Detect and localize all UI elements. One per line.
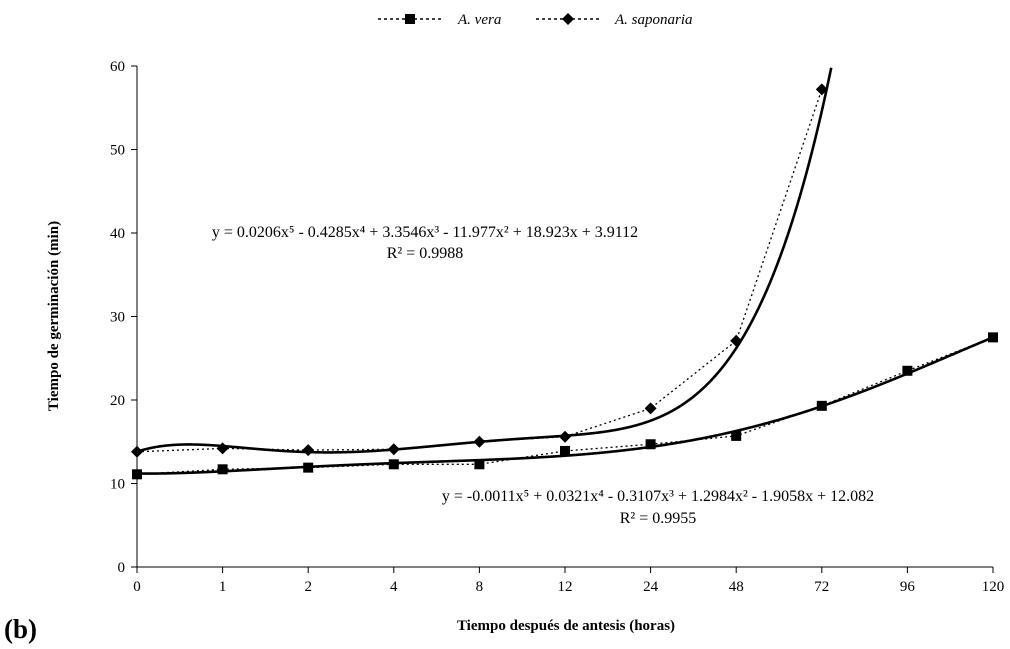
- point-a-vera: [132, 469, 142, 480]
- x-tick-label: 120: [982, 579, 1005, 595]
- x-tick-label: 96: [900, 579, 916, 595]
- point-a-saponaria: [216, 442, 229, 455]
- point-a-saponaria: [559, 430, 571, 443]
- y-ticks: 0 10 20 30 40 50 60: [110, 59, 137, 576]
- legend-label-a-saponaria: A. saponaria: [614, 12, 693, 28]
- y-tick-label: 10: [110, 477, 125, 493]
- trendlines: [136, 67, 994, 475]
- panel-label: (b): [4, 614, 37, 644]
- point-a-saponaria: [473, 435, 486, 448]
- point-a-vera: [303, 462, 314, 473]
- point-a-vera: [645, 439, 656, 450]
- y-tick-label: 30: [110, 310, 125, 326]
- point-a-vera: [731, 430, 742, 441]
- trendline-a-saponaria: [136, 67, 833, 454]
- x-ticks: 0 1 2 4 8 12 24 48 72 96 120: [133, 567, 1004, 595]
- trend-equation-a-saponaria: y = 0.0206x⁵ - 0.4285x⁴ + 3.3546x³ - 11.…: [212, 224, 638, 241]
- y-tick-label: 20: [110, 393, 125, 409]
- x-tick-label: 24: [643, 579, 659, 595]
- x-tick-label: 72: [814, 579, 829, 595]
- x-tick-label: 4: [390, 579, 398, 595]
- point-a-vera: [988, 332, 998, 343]
- trend-equation-a-vera: y = -0.0011x⁵ + 0.0321x⁴ - 0.3107x³ + 1.…: [442, 488, 874, 505]
- y-axis-title: Tiempo de germinación (min): [46, 221, 62, 411]
- trend-r2-a-saponaria: R² = 0.9988: [387, 245, 464, 262]
- y-tick-label: 0: [118, 560, 126, 576]
- point-a-saponaria: [815, 83, 828, 96]
- point-a-vera: [217, 464, 228, 475]
- x-tick-label: 48: [729, 579, 744, 595]
- point-a-vera: [560, 445, 570, 456]
- trend-r2-a-vera: R² = 0.9955: [620, 510, 697, 527]
- y-tick-label: 50: [110, 143, 125, 159]
- point-a-vera: [902, 365, 913, 376]
- point-a-vera: [388, 459, 399, 470]
- point-a-saponaria: [730, 334, 743, 347]
- legend-marker-a-vera: [405, 14, 415, 24]
- series: [131, 83, 998, 480]
- point-a-saponaria: [387, 443, 400, 456]
- point-a-saponaria: [644, 402, 657, 415]
- x-axis-title: Tiempo después de antesis (horas): [457, 618, 675, 634]
- point-a-vera: [474, 459, 485, 470]
- x-tick-label: 2: [304, 579, 312, 595]
- legend-label-a-vera: A. vera: [457, 12, 501, 28]
- point-a-vera: [816, 400, 827, 411]
- point-a-saponaria: [302, 444, 315, 457]
- x-tick-label: 12: [558, 579, 573, 595]
- y-tick-label: 40: [110, 226, 125, 242]
- x-tick-label: 1: [219, 579, 227, 595]
- x-tick-label: 0: [133, 579, 141, 595]
- legend: A. vera A. saponaria: [378, 12, 693, 28]
- y-tick-label: 60: [110, 59, 125, 75]
- legend-marker-a-saponaria: [562, 13, 574, 25]
- point-a-saponaria: [131, 445, 143, 458]
- series-line-a-saponaria: [136, 89, 823, 453]
- x-tick-label: 8: [476, 579, 484, 595]
